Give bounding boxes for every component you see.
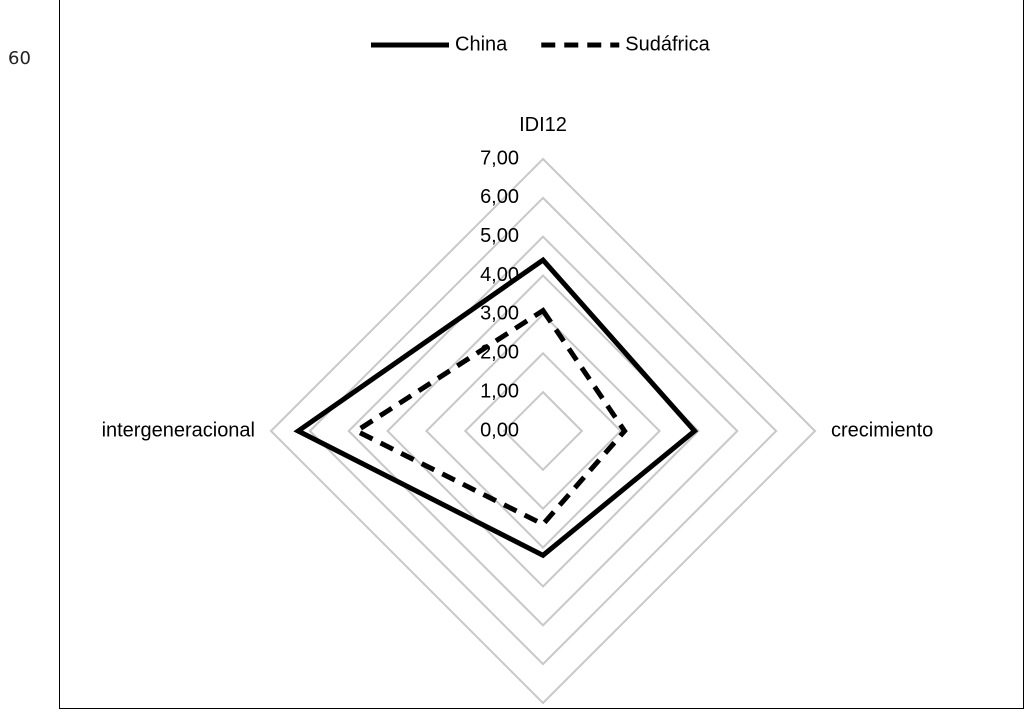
grid-ring — [386, 274, 700, 588]
series-line — [293, 256, 699, 559]
axis-label: crecimiento — [831, 419, 933, 441]
radar-grid — [269, 157, 817, 705]
legend-label: Sudáfrica — [625, 33, 710, 55]
chart-frame — [59, 0, 1024, 709]
radial-tick-label: 6,00 — [480, 186, 519, 208]
grid-ring — [347, 235, 739, 627]
axis-label: intergeneracional — [102, 419, 255, 441]
page-number: 60 — [8, 48, 31, 69]
legend: China Sudáfrica — [371, 33, 711, 55]
grid-ring — [308, 196, 778, 666]
radial-tick-label: 3,00 — [480, 303, 519, 325]
axis-labels: IDI12 crecimiento intergeneracional — [102, 114, 934, 441]
grid-ring — [463, 351, 623, 511]
radar-series — [293, 256, 699, 559]
radial-tick-label: 7,00 — [480, 147, 519, 169]
grid-ring — [269, 157, 817, 705]
grid-ring — [425, 313, 661, 549]
legend-label: China — [455, 33, 508, 55]
axis-label: IDI12 — [519, 114, 567, 136]
radial-tick-label: 1,00 — [480, 380, 519, 402]
radial-tick-label: 0,00 — [480, 419, 519, 441]
grid-ring — [502, 390, 584, 472]
radial-tick-label: 4,00 — [480, 264, 519, 286]
radial-tick-label: 5,00 — [480, 225, 519, 247]
radial-tick-label: 2,00 — [480, 342, 519, 364]
series-line — [351, 307, 628, 528]
radial-tick-labels: 0,00 1,00 2,00 3,00 4,00 5,00 6,00 7,00 — [480, 147, 519, 441]
